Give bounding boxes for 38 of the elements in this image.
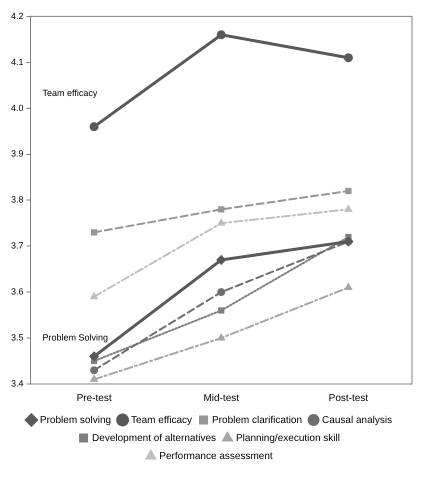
y-tick-label: 3.9	[10, 148, 24, 159]
y-tick-label: 4.1	[10, 56, 24, 67]
point	[90, 229, 98, 236]
point	[218, 307, 224, 314]
point	[90, 366, 98, 374]
y-tick-label: 4.2	[10, 10, 24, 21]
point	[218, 219, 225, 226]
annotation: Problem Solving	[42, 332, 108, 343]
point	[218, 334, 225, 341]
y-tick-label: 3.8	[10, 194, 24, 205]
y-tick-label: 3.6	[10, 286, 24, 297]
x-tick-label: Post-test	[328, 392, 368, 404]
point	[344, 205, 352, 212]
x-tick-label: Mid-test	[203, 392, 240, 404]
point	[217, 288, 226, 296]
point	[218, 206, 224, 213]
legend-label: Causal analysis	[322, 414, 392, 426]
legend-label: Performance assessment	[159, 450, 273, 462]
y-tick-label: 3.7	[10, 240, 24, 251]
point	[345, 188, 352, 194]
point	[90, 292, 98, 300]
y-tick-label: 3.4	[10, 378, 24, 388]
point	[90, 352, 99, 361]
point	[90, 122, 99, 132]
y-tick-label: 4.0	[10, 102, 24, 113]
legend-label: Development of alternatives	[92, 432, 216, 444]
point	[344, 53, 353, 62]
legend-label: Problem solving	[40, 414, 112, 426]
legend-label: Team efficacy	[131, 414, 192, 426]
point	[90, 375, 98, 382]
annotation: Team efficacy	[42, 88, 98, 98]
point	[216, 255, 226, 264]
legend-label: Planning/execution skill	[236, 432, 340, 444]
point	[344, 284, 352, 290]
legend-label: Problem clarification	[212, 414, 302, 426]
point	[216, 30, 226, 40]
y-tick-label: 3.5	[10, 332, 24, 343]
x-tick-label: Pre-test	[76, 392, 112, 404]
